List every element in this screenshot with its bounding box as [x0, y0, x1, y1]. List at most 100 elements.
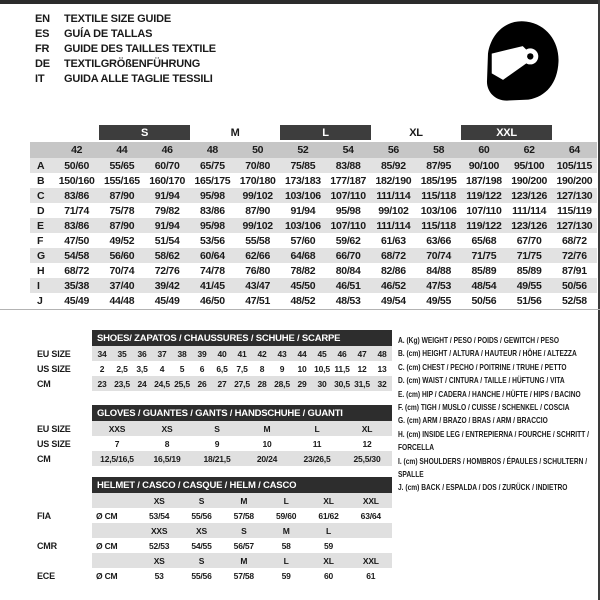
shoes-cm-value: 27	[212, 376, 232, 391]
measurement-value: 123/126	[506, 188, 552, 203]
measurement-value: 95/98	[189, 218, 235, 233]
measurement-value: 87/95	[416, 158, 462, 173]
unit-label: Ø CM	[96, 540, 118, 551]
measurement-value: 83/86	[54, 218, 100, 233]
shoes-cm-value: 28,5	[272, 376, 292, 391]
shoes-cm-value: 24,5	[152, 376, 172, 391]
measurement-value: 57/60	[290, 234, 316, 247]
measurement-value: 48/53	[335, 294, 361, 307]
measurement-letter: I	[30, 278, 54, 293]
shoes-eu-size: 41	[232, 346, 252, 361]
measurement-value: 111/114	[370, 188, 416, 203]
gloves-cm-value: 12,5/16,5	[92, 451, 142, 466]
ece-size-label: XXL	[349, 553, 392, 568]
shoes-us-size: 12	[357, 363, 367, 374]
gloves-us-size-row: US SIZE 7 8 9 10 11 12	[30, 436, 392, 451]
shoes-table-title: SHOES/ ZAPATOS / CHAUSSURES / SCHUHE / S…	[92, 330, 392, 346]
shoes-eu-size-row: EU SIZE 34 35 36 37 38 39 40 41 42 43 44 45 46 47 48	[30, 346, 392, 361]
gloves-size-table: GLOVES / GUANTES / GANTS / HANDSCHUHE / …	[30, 405, 392, 466]
unit-spacer	[92, 523, 138, 538]
measurement-letter: G	[30, 248, 54, 263]
measurement-value: 46/51	[325, 278, 371, 293]
legend-item: H. (cm) INSIDE LEG / ENTREPIERNA / FOURC…	[398, 428, 589, 453]
measurement-value: 85/92	[370, 158, 416, 173]
measurement-value: 48/52	[290, 294, 316, 307]
gloves-us-size: 10	[262, 438, 272, 449]
measurement-value: 87/91	[561, 264, 587, 277]
measurement-value: 61/63	[380, 234, 406, 247]
measurement-value: 62/66	[235, 248, 281, 263]
gloves-eu-size: S	[192, 421, 242, 436]
measurement-letter: C	[30, 188, 54, 203]
measurement-value: 85/89	[471, 264, 497, 277]
fia-size-label: XS	[138, 493, 181, 508]
measurement-value: 103/106	[420, 204, 457, 217]
measurement-value: 55/58	[245, 234, 271, 247]
shoes-us-size: 2	[99, 363, 105, 374]
measurement-letter: E	[30, 218, 54, 233]
measurement-value: 85/89	[516, 264, 542, 277]
measurement-value: 76/80	[245, 264, 271, 277]
measurement-value: 60/64	[189, 248, 235, 263]
cmr-size-label: XXS	[138, 523, 181, 538]
language-title-block: EN TEXTILE SIZE GUIDE ES GUÍA DE TALLAS …	[35, 12, 216, 87]
measurement-row: E 83/86 87/90 91/94 95/98 99/102 103/106	[30, 218, 597, 233]
measurement-value: 87/90	[245, 204, 271, 217]
cmr-cm-value: 59	[323, 540, 333, 551]
language-title-text: GUIDA ALLE TAGLIE TESSILI	[64, 73, 213, 85]
measurement-value: 50/56	[551, 278, 597, 293]
helmet-title-row: HELMET / CASCO / CASQUE / HELM / CASCO	[30, 477, 392, 493]
measurement-value: 65/75	[189, 158, 235, 173]
measurement-value: 95/98	[189, 188, 235, 203]
measurement-value: 115/118	[416, 188, 462, 203]
measurement-letter: F	[37, 234, 44, 247]
shoes-cm-value: 23	[92, 376, 112, 391]
shoes-eu-size: 35	[112, 346, 132, 361]
row-label-eu-size: EU SIZE	[30, 421, 92, 436]
gutter-spacer	[30, 405, 92, 421]
helmet-size-table: HELMET / CASCO / CASQUE / HELM / CASCO X…	[30, 477, 392, 583]
size-number: 44	[99, 141, 145, 158]
measurement-value: 50/56	[471, 294, 497, 307]
gloves-us-size: 8	[164, 438, 170, 449]
measurement-value: 44/48	[109, 294, 135, 307]
cmr-cm-value	[350, 538, 392, 553]
measurement-value: 107/110	[325, 218, 371, 233]
row-label-us-size: US SIZE	[30, 361, 92, 376]
cmr-size-label: XS	[180, 523, 223, 538]
measurement-value: 70/80	[235, 158, 281, 173]
size-number: 56	[370, 141, 416, 158]
cmr-values-row: CMR Ø CM 52/53 54/55 56/57 58 59	[30, 538, 392, 553]
fia-cm-value: 53/54	[149, 510, 170, 521]
fia-size-label: XXL	[349, 493, 392, 508]
fia-size-label: M	[222, 493, 265, 508]
gloves-eu-size: XS	[142, 421, 192, 436]
measurement-value: 70/74	[416, 248, 462, 263]
measurement-value: 103/106	[280, 218, 326, 233]
shoes-cm-value: 29	[292, 376, 312, 391]
measurement-value: 75/78	[109, 204, 135, 217]
fia-size-label: L	[264, 493, 308, 508]
measurement-value: 91/94	[290, 204, 316, 217]
measurement-value: 47/53	[416, 278, 462, 293]
size-group-s: S	[99, 125, 190, 142]
cmr-size-label: M	[264, 523, 308, 538]
size-number: 42	[54, 141, 100, 158]
measurement-value: 155/165	[103, 174, 140, 187]
measurement-value: 49/52	[109, 234, 135, 247]
measurement-letter: J	[37, 294, 43, 307]
ece-size-label: L	[264, 553, 308, 568]
measurement-letter: D	[37, 204, 45, 217]
measurement-value: 99/102	[378, 204, 409, 217]
size-group-spacer	[30, 125, 100, 142]
legend-item: A. (Kg) WEIGHT / PESO / POIDS / GEWITCH …	[398, 335, 559, 345]
cmr-sizes-row: XXS XS S M L	[30, 523, 392, 538]
shoes-eu-size: 43	[272, 346, 292, 361]
measurement-value: 170/180	[239, 174, 276, 187]
measurement-value: 49/55	[506, 278, 552, 293]
gloves-eu-size: M	[242, 421, 292, 436]
fia-sizes-row: XS S M L XL XXL	[30, 493, 392, 508]
measurement-value: 45/49	[64, 294, 90, 307]
top-border	[0, 0, 600, 4]
